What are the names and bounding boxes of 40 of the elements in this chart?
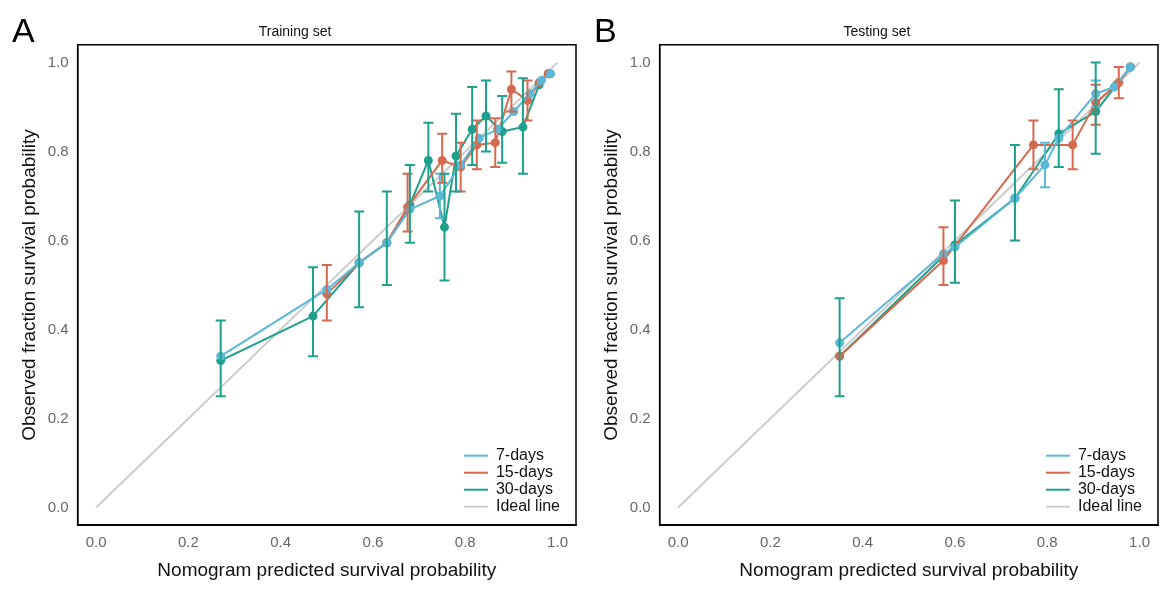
legend-label: 15-days (1077, 463, 1135, 481)
y-axis-title: Observed fraction survival probability (599, 128, 621, 441)
text: B (594, 11, 617, 50)
legend-label: 7-days (495, 446, 544, 464)
legend-label: 15-days (495, 463, 553, 481)
x-tick-label: 0.6 (944, 533, 966, 551)
legend-label: 7-days (1077, 446, 1126, 464)
y-tick-label: 0.4 (47, 319, 69, 337)
x-tick-label: 0.8 (454, 533, 476, 551)
legend-label: Ideal line (495, 497, 561, 515)
y-tick-label: 0.8 (629, 141, 651, 159)
y-tick-label: 0.8 (47, 141, 69, 159)
y-tick-label: 0.6 (47, 230, 69, 248)
y-tick-label: 0.0 (47, 497, 69, 515)
chart-title: Training set (258, 23, 332, 40)
x-tick-label: 1.0 (1129, 533, 1150, 551)
y-axis-title: Observed fraction survival probability (17, 128, 39, 441)
x-tick-label: 0.6 (362, 533, 384, 551)
legend-label: Ideal line (1077, 497, 1143, 515)
y-tick-label: 0.6 (629, 230, 651, 248)
x-tick-label: 0.8 (1036, 533, 1058, 551)
text: A (12, 11, 35, 50)
x-tick-label: 0.4 (270, 533, 292, 551)
x-axis-title: Nomogram predicted survival probability (739, 558, 1079, 580)
y-tick-label: 0.0 (629, 497, 651, 515)
y-tick-label: 1.0 (629, 52, 651, 70)
x-tick-label: 0.4 (852, 533, 874, 551)
x-axis-title: Nomogram predicted survival probability (157, 558, 497, 580)
x-tick-label: 0.0 (85, 533, 107, 551)
y-tick-label: 1.0 (47, 52, 69, 70)
y-tick-label: 0.2 (47, 408, 69, 426)
chart-title: Testing set (843, 23, 911, 40)
y-tick-label: 0.2 (629, 408, 651, 426)
y-tick-label: 0.4 (629, 319, 651, 337)
legend-label: 30-days (1077, 480, 1135, 498)
x-tick-label: 1.0 (547, 533, 568, 551)
x-tick-label: 0.0 (667, 533, 689, 551)
legend-label: 30-days (495, 480, 553, 498)
x-tick-label: 0.2 (759, 533, 781, 551)
x-tick-label: 0.2 (177, 533, 199, 551)
